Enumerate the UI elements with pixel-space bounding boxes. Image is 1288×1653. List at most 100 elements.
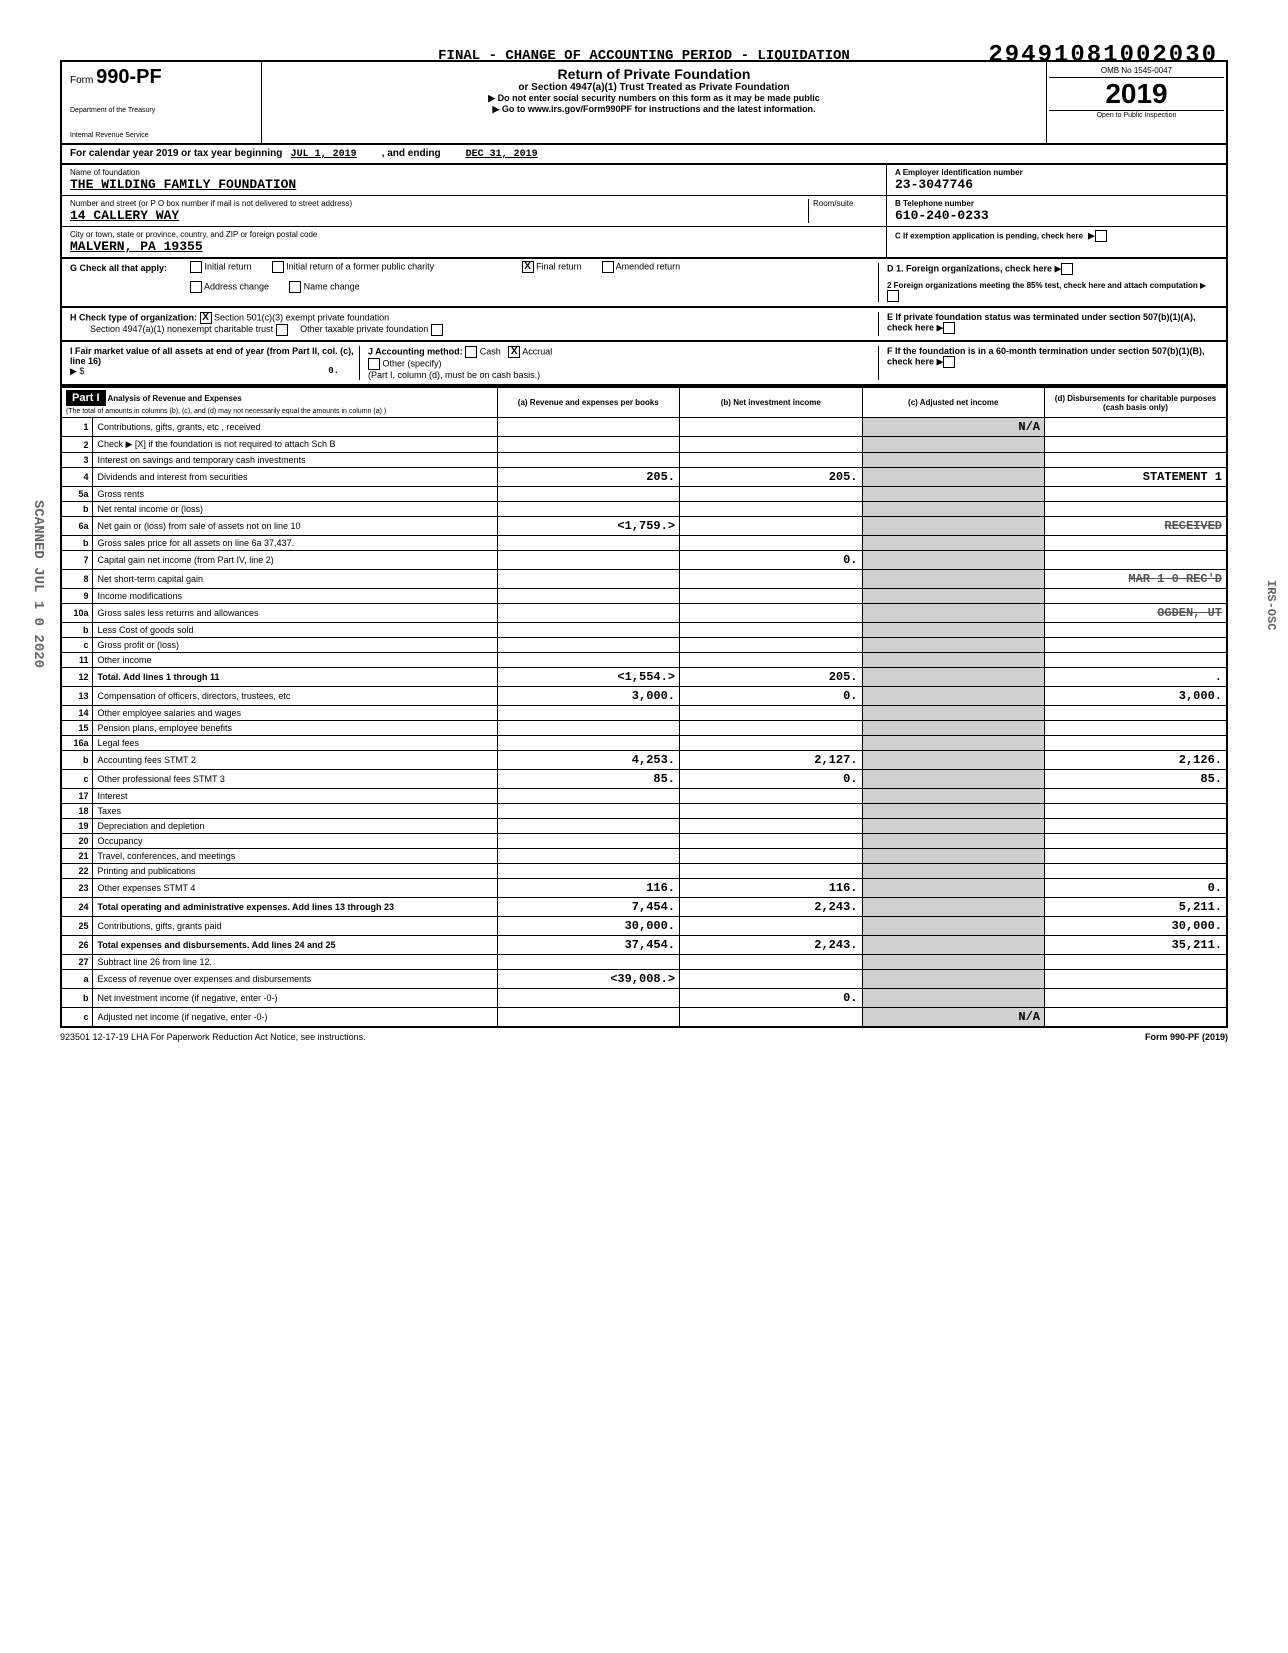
f-checkbox[interactable] <box>943 356 955 368</box>
row-val-c <box>862 668 1044 687</box>
row-val-b <box>680 917 862 936</box>
row-num: 22 <box>61 864 93 879</box>
table-row: 8Net short-term capital gainMAR 1 0 REC'… <box>61 570 1227 589</box>
row-num: 17 <box>61 789 93 804</box>
row-val-a: 4,253. <box>497 751 679 770</box>
row-val-c <box>862 653 1044 668</box>
row-val-d: OGDEN, UT <box>1044 604 1227 623</box>
row-val-d <box>1044 736 1227 751</box>
row-val-b: 205. <box>680 668 862 687</box>
box-c-checkbox[interactable] <box>1095 230 1107 242</box>
row-val-a <box>497 989 679 1008</box>
page-footer: 923501 12-17-19 LHA For Paperwork Reduct… <box>60 1028 1228 1042</box>
row-val-c <box>862 849 1044 864</box>
row-val-c <box>862 706 1044 721</box>
yearline-begin: JUL 1, 2019 <box>291 149 357 160</box>
address-label: Number and street (or P O box number if … <box>70 199 808 208</box>
row-desc: Interest on savings and temporary cash i… <box>93 453 497 468</box>
g-final-checkbox[interactable]: X <box>522 261 534 273</box>
row-val-b: 0. <box>680 770 862 789</box>
row-val-d <box>1044 834 1227 849</box>
row-val-a <box>497 819 679 834</box>
col-b-header: (b) Net investment income <box>680 387 862 418</box>
row-num: 25 <box>61 917 93 936</box>
j-other-checkbox[interactable] <box>368 358 380 370</box>
row-desc: Occupancy <box>93 834 497 849</box>
form-instr1: ▶ Do not enter social security numbers o… <box>266 93 1042 104</box>
row-val-c <box>862 770 1044 789</box>
row-val-c <box>862 437 1044 453</box>
row-desc: Gross profit or (loss) <box>93 638 497 653</box>
row-val-b: 0. <box>680 551 862 570</box>
row-val-c <box>862 721 1044 736</box>
row-val-d <box>1044 864 1227 879</box>
h-other-checkbox[interactable] <box>431 324 443 336</box>
row-desc: Less Cost of goods sold <box>93 623 497 638</box>
row-val-c: N/A <box>862 1008 1044 1028</box>
table-row: 25Contributions, gifts, grants paid30,00… <box>61 917 1227 936</box>
row-desc: Income modifications <box>93 589 497 604</box>
row-num: 26 <box>61 936 93 955</box>
yearline-mid: , and ending <box>382 148 441 159</box>
row-desc: Taxes <box>93 804 497 819</box>
row-val-d <box>1044 849 1227 864</box>
row-val-b <box>680 638 862 653</box>
row-desc: Total. Add lines 1 through 11 <box>93 668 497 687</box>
i-prefix: ▶ $ <box>70 366 84 376</box>
row-desc: Gross sales less returns and allowances <box>93 604 497 623</box>
yearline-prefix: For calendar year 2019 or tax year begin… <box>70 148 282 159</box>
j-cash-checkbox[interactable] <box>465 346 477 358</box>
row-val-a <box>497 453 679 468</box>
row-val-a: 85. <box>497 770 679 789</box>
scanned-stamp: SCANNED JUL 1 0 2020 <box>30 500 46 668</box>
row-val-a <box>497 804 679 819</box>
e-checkbox[interactable] <box>943 322 955 334</box>
row-desc: Travel, conferences, and meetings <box>93 849 497 864</box>
row-val-c <box>862 623 1044 638</box>
dept-treasury: Department of the Treasury <box>70 107 253 114</box>
row-val-a <box>497 721 679 736</box>
row-val-a <box>497 487 679 502</box>
g-address-checkbox[interactable] <box>190 281 202 293</box>
row-val-d: 30,000. <box>1044 917 1227 936</box>
row-val-d: . <box>1044 668 1227 687</box>
inspection-note: Open to Public Inspection <box>1049 110 1224 120</box>
g-amended-checkbox[interactable] <box>602 261 614 273</box>
h-4947-checkbox[interactable] <box>276 324 288 336</box>
j-note: (Part I, column (d), must be on cash bas… <box>368 370 540 380</box>
g-initial-former-checkbox[interactable] <box>272 261 284 273</box>
row-val-d <box>1044 418 1227 437</box>
g-initial: Initial return <box>205 261 252 271</box>
row-desc: Net gain or (loss) from sale of assets n… <box>93 517 497 536</box>
row-val-b <box>680 1008 862 1028</box>
table-row: bNet rental income or (loss) <box>61 502 1227 517</box>
table-row: 14Other employee salaries and wages <box>61 706 1227 721</box>
g-namechange-checkbox[interactable] <box>289 281 301 293</box>
part1-note: (The total of amounts in columns (b), (c… <box>66 408 386 415</box>
d2-checkbox[interactable] <box>887 290 899 302</box>
f-label: F If the foundation is in a 60-month ter… <box>887 346 1205 366</box>
row-val-b: 2,243. <box>680 936 862 955</box>
row-val-c <box>862 751 1044 770</box>
row-val-b: 2,127. <box>680 751 862 770</box>
h-other: Other taxable private foundation <box>300 324 428 334</box>
table-row: 12Total. Add lines 1 through 11<1,554.>2… <box>61 668 1227 687</box>
table-row: 5aGross rents <box>61 487 1227 502</box>
h-501c3-checkbox[interactable]: X <box>200 312 212 324</box>
year-line: For calendar year 2019 or tax year begin… <box>60 143 1228 163</box>
j-other: Other (specify) <box>383 358 442 368</box>
table-row: 10aGross sales less returns and allowanc… <box>61 604 1227 623</box>
table-row: 7Capital gain net income (from Part IV, … <box>61 551 1227 570</box>
row-num: 6a <box>61 517 93 536</box>
j-accrual-checkbox[interactable]: X <box>508 346 520 358</box>
g-initial-checkbox[interactable] <box>190 261 202 273</box>
col-d-header: (d) Disbursements for charitable purpose… <box>1044 387 1227 418</box>
row-desc: Other professional fees STMT 3 <box>93 770 497 789</box>
row-val-a <box>497 418 679 437</box>
row-val-d <box>1044 589 1227 604</box>
row-val-a: 30,000. <box>497 917 679 936</box>
d1-checkbox[interactable] <box>1061 263 1073 275</box>
row-num: 3 <box>61 453 93 468</box>
row-desc: Adjusted net income (if negative, enter … <box>93 1008 497 1028</box>
row-val-a <box>497 849 679 864</box>
